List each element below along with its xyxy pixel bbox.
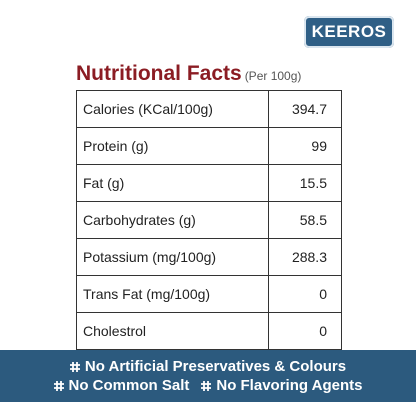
feature-line: No Artificial Preservatives & Colours [0, 358, 416, 375]
nutrient-name: Protein (g) [76, 127, 269, 165]
table-row: Carbohydrates (g) 58.5 [76, 201, 342, 239]
feature: No Flavoring Agents [201, 377, 362, 394]
nutrient-value: 0 [268, 275, 342, 313]
feature: No Common Salt [53, 377, 190, 394]
table-row: Cholestrol 0 [76, 312, 342, 350]
feature-line: No Common Salt No Flavoring Agents [0, 377, 416, 394]
feature-text: No Common Salt [68, 377, 190, 394]
nutrient-value: 99 [268, 127, 342, 165]
bullet-icon [69, 361, 80, 372]
nutrient-value: 0 [268, 312, 342, 350]
table-row: Calories (KCal/100g) 394.7 [76, 90, 342, 128]
title: Nutritional Facts (Per 100g) [76, 62, 301, 86]
nutrient-name: Cholestrol [76, 312, 269, 350]
feature-band: No Artificial Preservatives & Colours No… [0, 350, 416, 402]
nutrient-name: Calories (KCal/100g) [76, 90, 269, 128]
table-row: Potassium (mg/100g) 288.3 [76, 238, 342, 276]
nutrient-value: 58.5 [268, 201, 342, 239]
nutrient-name: Potassium (mg/100g) [76, 238, 269, 276]
title-main: Nutritional Facts [76, 62, 242, 85]
nutrient-value: 394.7 [268, 90, 342, 128]
nutrition-table: Calories (KCal/100g) 394.7 Protein (g) 99 Fa… [76, 90, 342, 350]
table-row: Protein (g) 99 [76, 127, 342, 165]
nutrient-name: Fat (g) [76, 164, 269, 202]
nutrient-value: 288.3 [268, 238, 342, 276]
table-row: Fat (g) 15.5 [76, 164, 342, 202]
nutrient-name: Trans Fat (mg/100g) [76, 275, 269, 313]
nutrient-name: Carbohydrates (g) [76, 201, 269, 239]
title-sub: (Per 100g) [244, 69, 302, 83]
feature: No Artificial Preservatives & Colours [69, 358, 347, 375]
bullet-icon [201, 380, 212, 391]
bullet-icon [53, 380, 64, 391]
nutrient-value: 15.5 [268, 164, 342, 202]
table-row: Trans Fat (mg/100g) 0 [76, 275, 342, 313]
feature-text: No Flavoring Agents [216, 377, 363, 394]
feature-text: No Artificial Preservatives & Colours [84, 358, 347, 375]
brand-logo: KEEROS [304, 16, 394, 48]
